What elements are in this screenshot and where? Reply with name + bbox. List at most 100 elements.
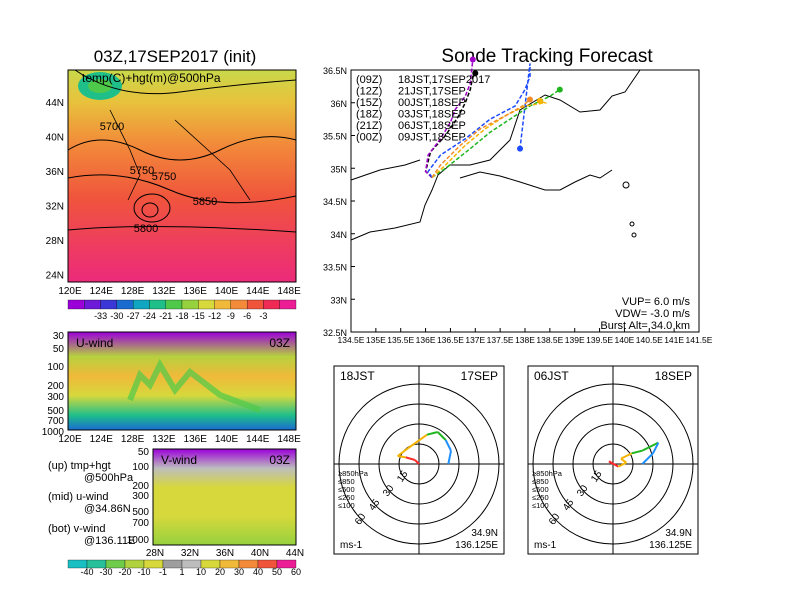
track-line bbox=[427, 63, 531, 178]
contour-label: 5750 bbox=[130, 165, 154, 177]
vwind-lat-tick: 32N bbox=[181, 548, 199, 559]
legend-launch: 03JST,18SEP bbox=[398, 109, 466, 121]
legend-launch: 09JST,18SEP bbox=[398, 132, 466, 144]
temp-colorbar-label: -3 bbox=[259, 311, 267, 321]
uwind-p-tick: 700 bbox=[47, 416, 64, 427]
map-title: 03Z,17SEP2017 (init) bbox=[94, 47, 257, 66]
uwind-lon-tick: 144E bbox=[246, 434, 270, 445]
uwind-p-tick: 30 bbox=[53, 331, 65, 342]
hodograph-segment bbox=[631, 449, 643, 455]
track-lon-tick: 138E bbox=[515, 335, 535, 345]
map-lon-tick: 140E bbox=[215, 286, 239, 297]
temp-colorbar-swatch bbox=[165, 299, 183, 310]
wind-colorbar-label: 40 bbox=[253, 567, 263, 577]
track-endpoint bbox=[517, 145, 524, 152]
map-lon-tick: 148E bbox=[277, 286, 301, 297]
track-lon-tick: 139.5E bbox=[586, 335, 613, 345]
temp-colorbar-label: -12 bbox=[208, 311, 221, 321]
uwind-lon-tick: 148E bbox=[277, 434, 301, 445]
note-bot2: @136.11E bbox=[84, 535, 135, 547]
wind-colorbar-label: 60 bbox=[291, 567, 301, 577]
track-lon-tick: 135.5E bbox=[387, 335, 414, 345]
hodograph-segment bbox=[652, 442, 660, 454]
map-lon-tick: 132E bbox=[152, 286, 176, 297]
temp-colorbar-label: -21 bbox=[159, 311, 172, 321]
hodograph-segment bbox=[447, 450, 452, 465]
legend-launch: 21JST,17SEP bbox=[398, 86, 466, 98]
track-endpoint bbox=[469, 56, 476, 63]
track-line bbox=[431, 100, 548, 178]
legend-run: (18Z) bbox=[356, 109, 382, 121]
hodograph-level: ≥850hPa bbox=[532, 469, 563, 478]
vwind-time: 03Z bbox=[269, 453, 290, 467]
vwind-p-tick: 1000 bbox=[127, 535, 150, 546]
hodograph-lat: 34.9N bbox=[471, 528, 498, 539]
hodograph-level: ≥850hPa bbox=[338, 469, 369, 478]
hodograph-level: ≤500 bbox=[338, 485, 355, 494]
hodograph-segment bbox=[608, 460, 619, 468]
map-lon-tick: 136E bbox=[184, 286, 208, 297]
hodograph-unit: ms-1 bbox=[534, 540, 557, 551]
map-lat-tick: 44N bbox=[46, 98, 64, 109]
uwind-label: U-wind bbox=[76, 336, 113, 350]
legend-run: (15Z) bbox=[356, 97, 382, 109]
contour-label: 5850 bbox=[193, 196, 217, 208]
hodograph-unit: ms-1 bbox=[340, 540, 363, 551]
note-mid2: @34.86N bbox=[84, 503, 131, 515]
map-lat-tick: 28N bbox=[46, 236, 64, 247]
temp-colorbar-swatch bbox=[149, 299, 166, 310]
hodograph-time: 18JST bbox=[340, 369, 375, 383]
track-endpoint bbox=[536, 97, 543, 104]
temp-colorbar-label: -18 bbox=[175, 311, 188, 321]
hodograph-date: 17SEP bbox=[461, 369, 498, 383]
temp-colorbar-swatch bbox=[100, 299, 118, 310]
temp-colorbar-label: -6 bbox=[243, 311, 251, 321]
uwind-lon-tick: 128E bbox=[121, 434, 145, 445]
track-lat-tick: 36N bbox=[330, 99, 347, 109]
wind-colorbar-label: -10 bbox=[137, 567, 150, 577]
hodograph-segment bbox=[444, 439, 452, 452]
track-line bbox=[431, 98, 531, 178]
note-up: (up) tmp+hgt bbox=[48, 460, 111, 472]
wind-colorbar-label: -30 bbox=[99, 567, 112, 577]
param-vup: VUP= 6.0 m/s bbox=[622, 296, 691, 308]
uwind-time: 03Z bbox=[269, 336, 290, 350]
hodograph-segment bbox=[407, 433, 428, 449]
track-line bbox=[431, 88, 561, 179]
uwind-lon-tick: 124E bbox=[90, 434, 114, 445]
uwind-lon-tick: 120E bbox=[58, 434, 82, 445]
temp-colorbar-label: -9 bbox=[227, 311, 235, 321]
track-lat-tick: 32.5N bbox=[323, 328, 347, 338]
contour-label: 5750 bbox=[152, 171, 176, 183]
hodograph-level: ≤250 bbox=[338, 493, 355, 502]
hodograph-segment bbox=[426, 431, 438, 436]
vwind-panel: V-wind 03Z bbox=[152, 448, 297, 546]
track-lat-tick: 34.5N bbox=[323, 197, 347, 207]
map-lon-tick: 144E bbox=[246, 286, 270, 297]
uwind-p-tick: 300 bbox=[47, 392, 64, 403]
legend-launch: 00JST,18SEP bbox=[398, 97, 466, 109]
track-lat-tick: 33N bbox=[330, 295, 347, 305]
track-lon-tick: 139E bbox=[565, 335, 585, 345]
temp-colorbar-swatch bbox=[214, 299, 232, 310]
track-endpoint bbox=[472, 70, 479, 77]
param-burst: Burst Alt= 34.0 km bbox=[600, 320, 690, 332]
map-lat-tick: 36N bbox=[46, 167, 64, 178]
hodograph-time: 06JST bbox=[534, 369, 569, 383]
wind-colorbar-swatch bbox=[276, 559, 297, 569]
note-mid: (mid) u-wind bbox=[48, 491, 109, 503]
vwind-p-tick: 50 bbox=[138, 447, 150, 458]
map-lon-tick: 120E bbox=[58, 286, 82, 297]
vwind-p-tick: 100 bbox=[132, 462, 149, 473]
hodograph-lon: 136.125E bbox=[649, 540, 692, 551]
hodograph-lon: 136.125E bbox=[455, 540, 498, 551]
map-label: temp(C)+hgt(m)@500hPa bbox=[82, 71, 221, 85]
track-lon-tick: 135E bbox=[366, 335, 386, 345]
param-vdw: VDW= -3.0 m/s bbox=[615, 308, 690, 320]
track-lon-tick: 136E bbox=[416, 335, 436, 345]
hodograph-segment bbox=[641, 441, 659, 452]
hodograph-level: ≤850 bbox=[532, 477, 549, 486]
hodograph-segment bbox=[641, 452, 654, 465]
